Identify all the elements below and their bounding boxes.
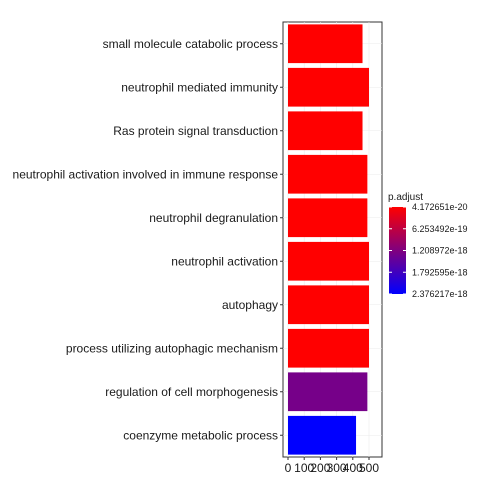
bar: [288, 285, 369, 325]
bar: [288, 67, 369, 107]
legend-label: 1.208972e-18: [412, 246, 468, 256]
category-label: autophagy: [222, 298, 278, 312]
category-labels: small molecule catabolic process neutroph…: [13, 37, 283, 442]
category-label: process utilizing autophagic mechanism: [66, 341, 278, 355]
category-label: neutrophil activation: [171, 254, 278, 268]
x-tick-label: 0: [285, 461, 292, 475]
category-label: neutrophil activation involved in immune…: [13, 167, 279, 181]
category-label: small molecule catabolic process: [103, 37, 278, 51]
x-tick-label: 100: [294, 461, 314, 475]
x-tick-label: 200: [310, 461, 330, 475]
x-tick-label: 300: [327, 461, 347, 475]
bar: [288, 198, 368, 238]
x-tick-label: 400: [343, 461, 363, 475]
bar: [288, 328, 369, 368]
legend-title: p.adjust: [388, 192, 423, 203]
category-label: coenzyme metabolic process: [123, 428, 278, 442]
bar: [288, 241, 369, 281]
legend-label: 1.792595e-18: [412, 267, 468, 277]
x-tick-label: 500: [359, 461, 379, 475]
bars: [288, 24, 369, 455]
bar: [288, 372, 368, 412]
category-label: neutrophil degranulation: [149, 211, 278, 225]
legend-label: 4.172651e-20: [412, 202, 468, 212]
legend-colorbar: [389, 207, 406, 294]
category-label: Ras protein signal transduction: [113, 124, 278, 138]
category-label: neutrophil mediated immunity: [121, 80, 278, 94]
color-legend: p.adjust 4.172651e-20 6.253492e-19 1.20897…: [388, 192, 468, 299]
legend-label: 2.376217e-18: [412, 289, 468, 299]
bar: [288, 415, 357, 455]
category-label: regulation of cell morphogenesis: [105, 385, 278, 399]
legend-label: 6.253492e-19: [412, 224, 468, 234]
bar: [288, 154, 368, 194]
bar: [288, 24, 363, 64]
bar: [288, 111, 363, 151]
